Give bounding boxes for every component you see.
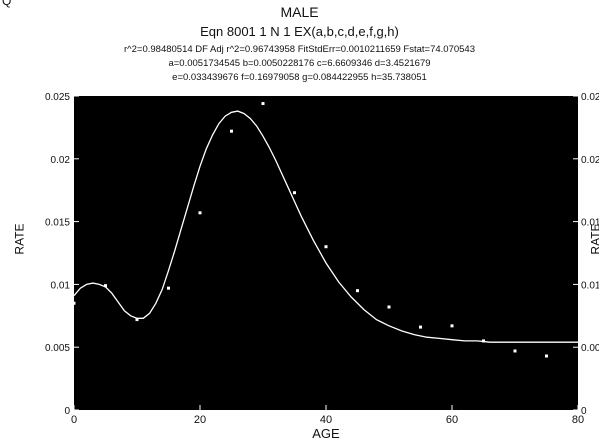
chart-title: MALE [280,4,319,20]
x-tick-label: 20 [194,414,206,426]
data-point [356,289,359,293]
y-tick-label: 0.02 [51,155,71,166]
data-point [198,211,202,215]
y2-tick-label: 0.025 [581,92,599,103]
data-point [324,245,328,249]
equation-label: Eqn 8001 1 N 1 EX(a,b,c,d,e,f,g,h) [200,24,399,39]
y-tick-label: 0.025 [45,92,70,103]
y-tick-label: 0 [64,406,70,417]
y2-tick-label: 0.01 [581,280,599,291]
y2-tick-label: 0.005 [581,343,599,354]
y-tick-label: 0.01 [51,280,71,291]
data-point [167,286,170,290]
x-axis-label: AGE [312,426,340,441]
data-point [450,324,454,328]
data-point [545,354,548,358]
y2-tick-label: 0.015 [581,218,599,229]
y-tick-label: 0.015 [45,218,70,229]
data-point [135,318,139,322]
data-point [482,339,485,343]
data-points [72,102,548,358]
fit-statistics: r^2=0.98480514 DF Adj r^2=0.96743958 Fit… [124,44,475,55]
y2-tick-label: 0.02 [581,155,599,166]
y2-tick-label: 0 [581,406,587,417]
fit-parameters-line1: a=0.0051734545 b=0.0050228176 c=6.660934… [168,58,431,69]
x-tick-label: 0 [71,414,77,426]
axis-tick-labels: 000.0050.0050.010.010.0150.0150.020.020.… [45,92,599,426]
data-point [513,349,517,353]
x-tick-label: 80 [572,414,584,426]
data-point [230,129,233,133]
x-tick-label: 60 [446,414,458,426]
data-point [419,325,422,329]
data-point [104,284,107,288]
data-point [293,191,296,195]
x-tick-label: 40 [320,414,332,426]
y-axis-label: RATE [12,223,27,255]
data-point [261,102,265,106]
fit-parameters-line2: e=0.033439676 f=0.16979058 g=0.084422955… [172,72,427,83]
y-tick-label: 0.005 [45,343,70,354]
data-point [387,305,391,309]
data-point [72,301,76,305]
plot-area [74,96,578,410]
axis-ticks [73,95,579,411]
corner-mark: Q [2,0,12,8]
y2-axis-label: RATE [588,223,599,255]
